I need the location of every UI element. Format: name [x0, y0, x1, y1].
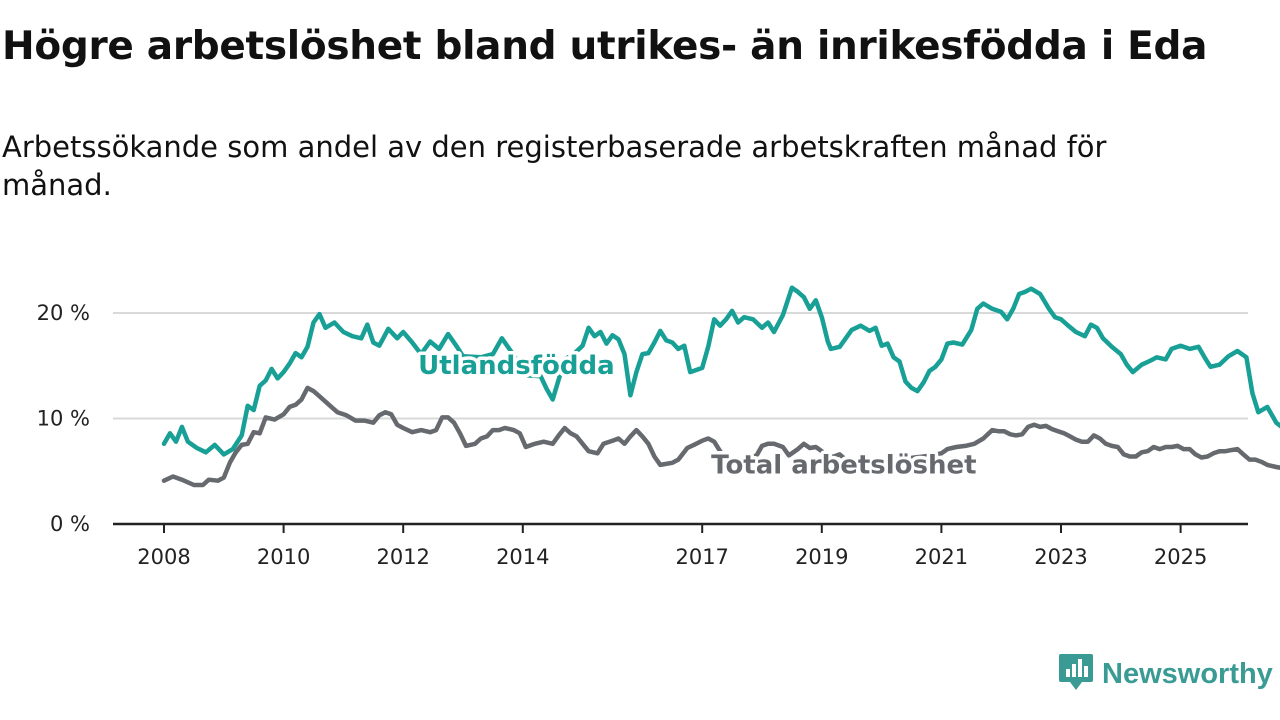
series-line-1	[161, 385, 1280, 488]
newsworthy-brand: Newsworthy	[1058, 652, 1273, 696]
newsworthy-logo-icon	[1058, 652, 1094, 696]
y-tick-label: 10 %	[37, 407, 90, 431]
x-tick-label: 2008	[137, 545, 190, 569]
brand-name: Newsworthy	[1102, 657, 1273, 690]
x-tick-label: 2025	[1154, 545, 1207, 569]
chart-title: Högre arbetslöshet bland utrikes- än inr…	[2, 24, 1208, 69]
series-lines	[161, 285, 1280, 488]
series-label-0: Utlandsfödda	[418, 351, 615, 381]
x-tick-label: 2012	[376, 545, 429, 569]
x-tick-label: 2014	[496, 545, 549, 569]
x-tick-label: 2021	[915, 545, 968, 569]
x-tick-label: 2019	[795, 545, 848, 569]
x-tick-label: 2010	[257, 545, 310, 569]
x-tick-label: 2023	[1034, 545, 1087, 569]
y-tick-label: 20 %	[37, 301, 90, 325]
gridlines	[113, 312, 1248, 420]
x-tick-label: 2017	[675, 545, 728, 569]
y-tick-label: 0 %	[50, 512, 90, 536]
chart-subtitle: Arbetssökande som andel av den registerb…	[2, 130, 1107, 202]
line-chart: 0 % 10 % 20 % 2008 2010 2012 2014 2017 2019 2021 2…	[37, 285, 1280, 569]
series-label-1: Total arbetslöshet	[711, 450, 976, 480]
axes: 0 % 10 % 20 % 2008 2010 2012 2014 2017 2019 2021 2…	[37, 301, 1248, 569]
series-line-0	[161, 285, 1280, 457]
